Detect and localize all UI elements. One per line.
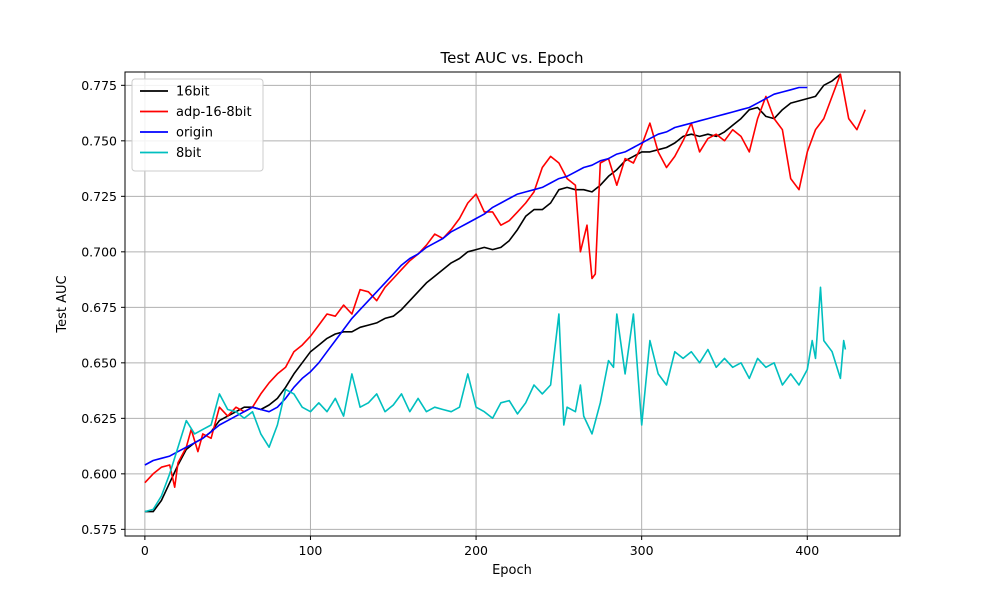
plot-frame	[124, 71, 901, 537]
x-axis-title: Epoch	[492, 563, 532, 578]
x-tick-label-4: 400	[795, 543, 819, 558]
y-tick-label-0: 0.575	[81, 522, 117, 537]
legend-label-origin: origin	[176, 126, 213, 141]
series-line-adp-16-8bit	[144, 73, 866, 488]
series-line-origin	[144, 86, 808, 466]
chart-title: Test AUC vs. Epoch	[440, 49, 584, 67]
y-tick-label-5: 0.700	[81, 244, 117, 259]
plot-area	[144, 73, 866, 513]
y-axis-title: Test AUC	[55, 275, 70, 333]
x-tick-label-2: 200	[464, 543, 488, 558]
legend-label-8bit: 8bit	[176, 146, 201, 161]
legend-label-16bit: 16bit	[176, 85, 210, 100]
legend-label-adp-16-8bit: adp-16-8bit	[176, 105, 252, 120]
legend-box	[131, 78, 264, 172]
y-tick-label-6: 0.725	[81, 189, 117, 204]
x-tick-label-3: 300	[630, 543, 654, 558]
series-line-8bit	[144, 286, 847, 513]
x-tick-label-1: 100	[299, 543, 323, 558]
x-tick-label-0: 0	[141, 543, 149, 558]
y-tick-label-1: 0.600	[81, 466, 117, 481]
y-tick-label-3: 0.650	[81, 355, 117, 370]
legend: 16bit adp-16-8bit origin 8bit	[131, 78, 264, 172]
y-tick-label-4: 0.675	[81, 300, 117, 315]
y-tick-label-8: 0.775	[81, 78, 117, 93]
y-tick-label-2: 0.625	[81, 411, 117, 426]
axis-ticks: 0 100 200 300 400 0.575 0.600 0.625 0.650 0.675 0.…	[81, 78, 819, 558]
y-tick-label-7: 0.750	[81, 133, 117, 148]
